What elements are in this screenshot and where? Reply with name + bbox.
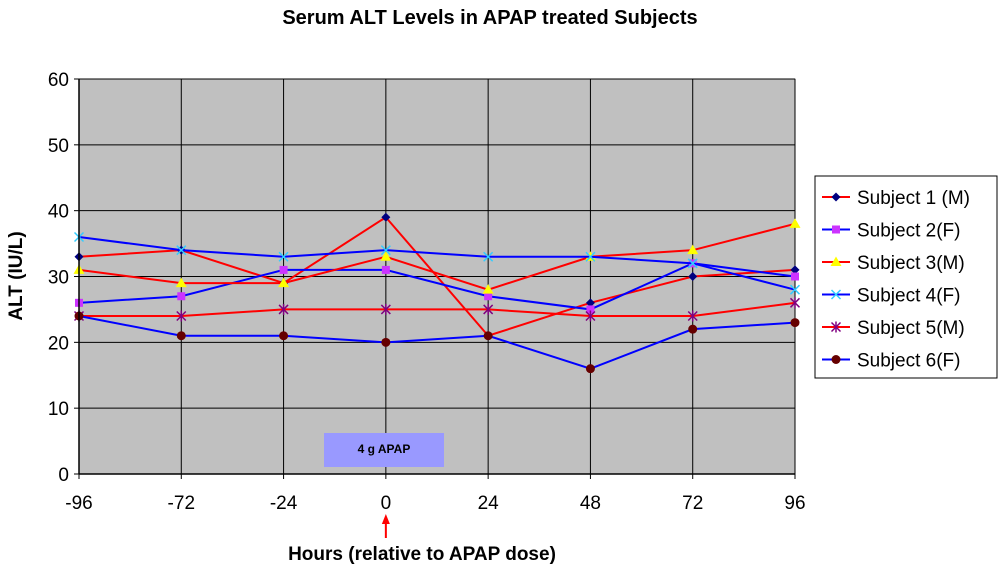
y-tick-label: 30 <box>48 268 69 289</box>
legend-item: Subject 3(M) <box>822 253 965 274</box>
y-axis-label: ALT (IU/L) <box>6 231 27 320</box>
y-tick-label: 10 <box>48 399 69 420</box>
data-point <box>688 272 698 281</box>
x-tick-label: 96 <box>784 493 805 514</box>
data-point <box>279 265 288 274</box>
legend-item: Subject 4(F) <box>822 286 960 307</box>
legend-marker <box>830 256 842 266</box>
y-tick-label: 0 <box>58 465 69 486</box>
legend-item: Subject 5(M) <box>822 318 965 339</box>
data-point <box>278 277 290 288</box>
data-point <box>381 212 391 222</box>
data-point <box>687 244 699 255</box>
data-point <box>381 337 391 347</box>
legend-marker <box>831 192 841 202</box>
data-point <box>790 265 800 275</box>
data-point <box>279 331 289 341</box>
legend-item: Subject 6(F) <box>822 351 960 372</box>
x-tick-label: -72 <box>168 493 195 514</box>
data-point <box>278 251 289 262</box>
y-tick-label: 60 <box>48 70 69 91</box>
data-point <box>176 331 186 341</box>
data-point <box>484 292 493 301</box>
x-tick-label: 24 <box>478 493 500 514</box>
data-point <box>483 303 494 315</box>
x-tick-label: 48 <box>580 493 601 514</box>
data-point <box>687 258 698 269</box>
marker-stroke <box>176 245 187 256</box>
series-line <box>78 236 796 291</box>
series-line <box>78 315 796 370</box>
data-point <box>789 218 801 228</box>
marker-stroke <box>830 289 842 300</box>
axes: 0 10 20 30 40 50 60 -96 -72 -24 0 24 48 72 96 <box>48 70 806 514</box>
marker-stroke <box>687 258 698 269</box>
data-point <box>278 303 289 315</box>
legend: Subject 1 (M) Subject 2(F) Subject 3(M) Sub… <box>814 175 998 379</box>
legend-marker <box>832 225 840 234</box>
data-point <box>483 251 494 262</box>
series-line <box>78 262 796 311</box>
data-point <box>380 303 391 315</box>
x-tick-label: -96 <box>65 493 92 514</box>
legend-label: Subject 3(M) <box>857 253 965 274</box>
data-point <box>790 318 800 328</box>
marker-stroke <box>585 251 596 262</box>
legend-marker <box>831 355 841 364</box>
series-line <box>79 301 796 317</box>
data-point <box>585 298 595 308</box>
marker-stroke <box>483 251 494 262</box>
data-point <box>176 310 187 322</box>
y-tick-label: 20 <box>48 333 69 354</box>
data-point <box>176 245 187 256</box>
data-point <box>585 251 596 262</box>
y-tick-label: 40 <box>48 202 69 223</box>
data-point <box>585 310 596 322</box>
data-point <box>586 305 595 314</box>
x-tick-label: 0 <box>381 493 392 514</box>
legend-item: Subject 1 (M) <box>822 188 970 209</box>
data-point <box>381 265 390 274</box>
data-point <box>482 284 494 294</box>
annotation-label: 4 g APAP <box>358 442 411 456</box>
x-tick-label: -24 <box>270 493 298 514</box>
chart-title: Serum ALT Levels in APAP treated Subject… <box>282 7 697 29</box>
data-point <box>175 277 187 288</box>
data-point <box>483 331 493 341</box>
marker-stroke <box>380 245 391 256</box>
legend-marker <box>830 289 842 300</box>
annotation: 4 g APAP <box>324 433 444 467</box>
legend-label: Subject 6(F) <box>857 351 960 372</box>
legend-item: Subject 2(F) <box>822 221 960 242</box>
data-point <box>380 245 391 256</box>
x-tick-label: 72 <box>682 493 703 514</box>
data-point <box>687 310 698 322</box>
legend-label: Subject 1 (M) <box>857 188 970 209</box>
series-3 <box>73 218 801 294</box>
data-point <box>177 292 186 301</box>
series-line <box>78 222 796 291</box>
legend-label: Subject 4(F) <box>857 286 960 307</box>
data-point <box>791 272 799 281</box>
legend-box <box>814 175 998 379</box>
series-6 <box>74 311 800 374</box>
dose-arrow-head <box>381 514 390 524</box>
x-axis-label: Hours (relative to APAP dose) <box>288 544 556 565</box>
data-point <box>789 284 801 295</box>
legend-label: Subject 5(M) <box>857 318 965 339</box>
series-line <box>78 215 796 337</box>
data-point <box>585 364 595 374</box>
data-point <box>380 251 392 261</box>
dose-arrow <box>381 514 390 538</box>
legend-label: Subject 2(F) <box>857 221 960 242</box>
marker-stroke <box>789 284 801 295</box>
marker-stroke <box>278 251 289 262</box>
data-point <box>789 297 801 309</box>
data-point <box>688 324 698 334</box>
series-4 <box>73 231 801 295</box>
y-tick-label: 50 <box>48 136 69 157</box>
legend-marker <box>830 321 842 333</box>
annotation-box <box>324 433 444 467</box>
